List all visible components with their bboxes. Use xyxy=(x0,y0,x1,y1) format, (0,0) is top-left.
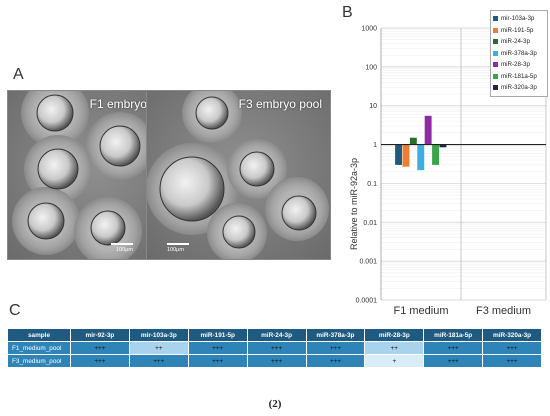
bar-miR-28-3p xyxy=(424,115,432,145)
x-category-label: F1 medium xyxy=(393,305,448,317)
bar-miR-191-5p xyxy=(402,144,410,167)
table-cell: +++ xyxy=(70,354,130,368)
table-header-cell: miR-191-5p xyxy=(187,328,248,342)
table-header-cell: mir-92-3p xyxy=(70,328,130,342)
table-cell: +++ xyxy=(423,354,484,368)
table-cell: +++ xyxy=(70,341,130,355)
y-tick-label: 0.0001 xyxy=(356,298,378,305)
legend-item: miR-24-3p xyxy=(493,36,545,48)
legend-label: miR-28-3p xyxy=(501,61,530,69)
table-cell: +++ xyxy=(305,341,366,355)
table-cell: +++ xyxy=(128,354,189,368)
mirna-table: sample mir-92-3p mir-103a-3p miR-191-5p miR-… xyxy=(7,328,542,368)
table-cell: +++ xyxy=(482,354,542,368)
table-row-header: F1_medium_pool xyxy=(7,341,71,355)
legend-item: miR-28-3p xyxy=(493,59,545,71)
legend-swatch xyxy=(493,73,498,79)
table-header-cell: mir-103a-3p xyxy=(128,328,189,342)
y-tick-label: 0.001 xyxy=(359,259,377,266)
legend-item: miR-378a-3p xyxy=(493,48,545,60)
chart-legend: mir-103a-3p miR-191-5p miR-24-3p miR-378a-3… xyxy=(490,10,548,97)
legend-item: miR-320a-3p xyxy=(493,82,545,94)
table-row: F1_medium_pool +++ ++ +++ +++ +++ ++ +++ +++ xyxy=(7,341,542,355)
legend-swatch xyxy=(493,39,498,45)
y-tick-label: 0.1 xyxy=(367,181,377,188)
panel-c-letter: C xyxy=(9,302,21,319)
scale-bar-f3 xyxy=(167,243,189,245)
bar-miR-378a-3p xyxy=(417,144,425,171)
legend-label: miR-24-3p xyxy=(501,38,530,46)
table-cell: +++ xyxy=(246,341,307,355)
figure-caption: (2) xyxy=(268,398,282,410)
scale-bar-f1 xyxy=(111,243,133,245)
bar-miR-320a-3p xyxy=(439,144,447,148)
legend-swatch xyxy=(493,62,498,68)
y-tick-label: 0.01 xyxy=(363,220,377,227)
legend-item: mir-103a-3p xyxy=(493,13,545,25)
y-tick-label: 1 xyxy=(373,142,377,149)
micrograph-f3: F3 embryo pool 100µm xyxy=(146,90,331,260)
x-category-label: F3 medium xyxy=(476,305,531,317)
table-header-cell: miR-24-3p xyxy=(246,328,307,342)
bar-miR-24-3p xyxy=(409,137,417,145)
table-cell: +++ xyxy=(187,354,248,368)
y-tick-label: 100 xyxy=(365,64,377,71)
legend-label: miR-378a-3p xyxy=(501,49,537,57)
y-tick-label: 10 xyxy=(369,103,377,110)
legend-label: mir-103a-3p xyxy=(501,15,535,23)
legend-swatch xyxy=(493,27,498,33)
table-cell: +++ xyxy=(187,341,248,355)
table-header-cell: miR-378a-3p xyxy=(305,328,366,342)
panel-a-letter: A xyxy=(13,66,24,83)
legend-swatch xyxy=(493,16,498,22)
micrograph-f3-label: F3 embryo pool xyxy=(238,97,322,111)
table-cell: ++ xyxy=(128,341,189,355)
table-header-cell: miR-28-3p xyxy=(364,328,425,342)
table-header-cell: miR-181a-5p xyxy=(423,328,484,342)
table-cell: +++ xyxy=(423,341,484,355)
table-header-cell: sample xyxy=(7,328,71,342)
table-header-row: sample mir-92-3p mir-103a-3p miR-191-5p miR-… xyxy=(7,328,542,342)
legend-label: miR-181a-5p xyxy=(501,72,537,80)
scale-text-f1: 100µm xyxy=(116,247,133,253)
table-header-cell: miR-320a-3p xyxy=(482,328,542,342)
legend-item: miR-191-5p xyxy=(493,25,545,37)
bar-miR-181a-5p xyxy=(432,144,439,165)
table-cell: ++ xyxy=(364,341,425,355)
micrograph-f3-image xyxy=(147,91,330,259)
panel-b-letter: B xyxy=(342,4,353,21)
legend-swatch xyxy=(493,85,498,91)
bar-mir-103a-3p xyxy=(395,144,402,165)
table-row-header: F3_medium_pool xyxy=(7,354,71,368)
table-cell: + xyxy=(364,354,425,368)
table-cell: +++ xyxy=(305,354,366,368)
table-cell: +++ xyxy=(246,354,307,368)
legend-item: miR-181a-5p xyxy=(493,71,545,83)
legend-label: miR-320a-3p xyxy=(501,84,537,92)
table-cell: +++ xyxy=(482,341,542,355)
y-tick-label: 1000 xyxy=(361,26,377,33)
table-row: F3_medium_pool +++ +++ +++ +++ +++ + +++ +++ xyxy=(7,354,542,368)
y-axis-label: Relative to miR-92a-3p xyxy=(349,158,359,250)
scale-text-f3: 100µm xyxy=(167,247,184,253)
legend-label: miR-191-5p xyxy=(501,26,534,34)
legend-swatch xyxy=(493,50,498,56)
